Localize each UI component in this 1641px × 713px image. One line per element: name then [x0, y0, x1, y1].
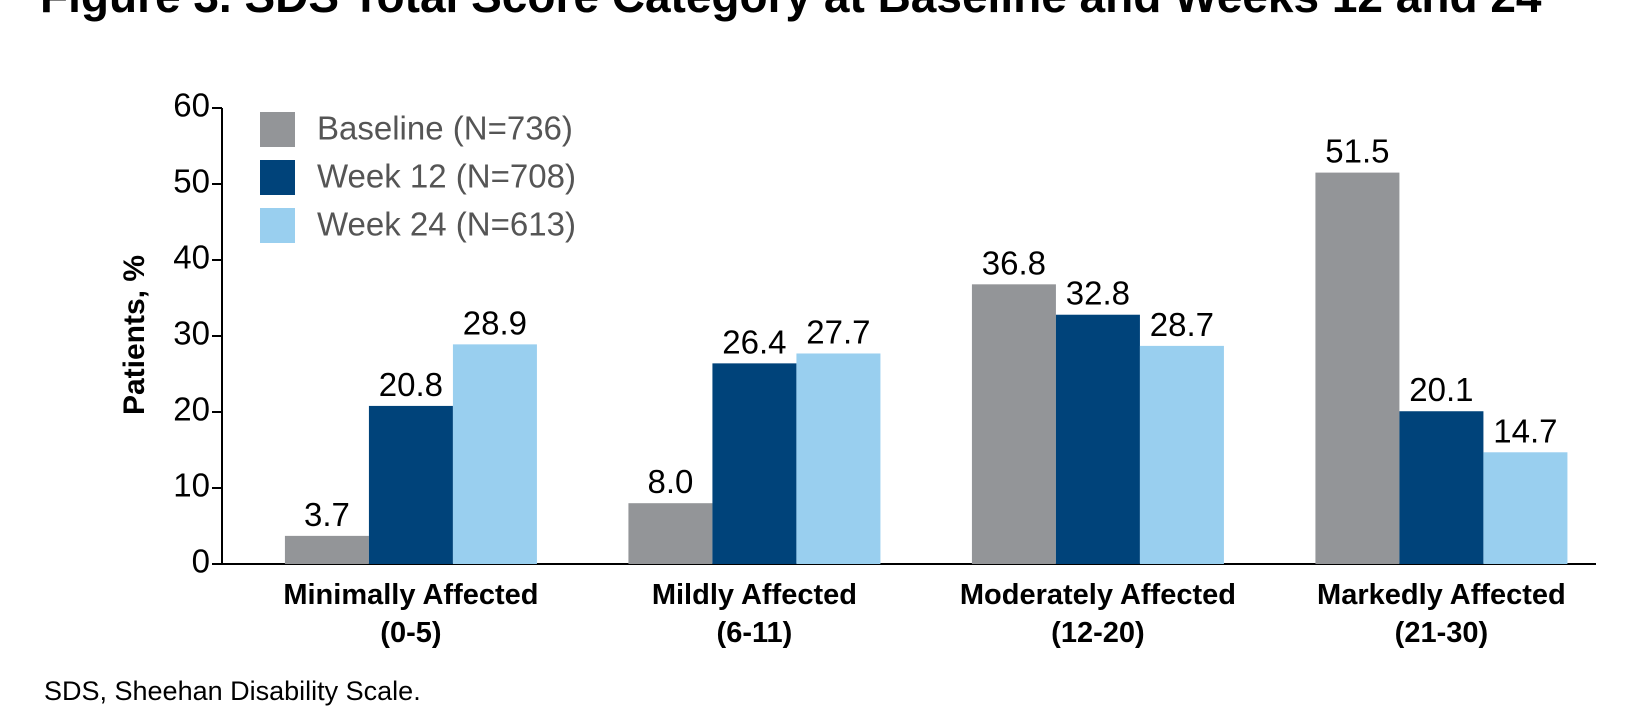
y-tick-label: 0	[192, 543, 210, 580]
bar	[284, 535, 369, 564]
x-tick-label: (0-5)	[380, 617, 441, 649]
data-label: 28.7	[1150, 306, 1214, 343]
data-label: 20.8	[379, 366, 443, 403]
bar	[1055, 314, 1140, 564]
y-tick-label: 10	[173, 467, 210, 504]
x-tick-label: Markedly Affected	[1317, 579, 1566, 611]
bar	[628, 503, 713, 564]
data-label: 27.7	[806, 313, 870, 350]
x-tick-label: (12-20)	[1051, 617, 1145, 649]
y-tick-label: 30	[173, 315, 210, 352]
bar	[971, 284, 1056, 564]
data-label: 26.4	[722, 323, 786, 360]
data-label: 8.0	[647, 463, 693, 500]
bar	[1483, 452, 1568, 564]
legend-label: Week 12 (N=708)	[317, 158, 576, 195]
data-label: 32.8	[1066, 275, 1130, 312]
y-tick-label: 40	[173, 239, 210, 276]
x-tick-label: Minimally Affected	[283, 579, 538, 611]
y-tick-label: 50	[173, 163, 210, 200]
footnote: SDS, Sheehan Disability Scale.	[44, 676, 421, 706]
x-tick-label: Moderately Affected	[960, 579, 1236, 611]
chart-title: Figure 3. SDS Total Score Category at Ba…	[40, 0, 1542, 22]
data-label: 36.8	[982, 244, 1046, 281]
legend-swatch	[260, 208, 295, 243]
y-tick-label: 60	[173, 87, 210, 124]
bar	[1399, 411, 1484, 564]
x-tick-label: (6-11)	[717, 617, 793, 649]
data-label: 51.5	[1325, 133, 1389, 170]
legend-label: Baseline (N=736)	[317, 110, 573, 147]
bar	[712, 363, 797, 564]
bar	[452, 344, 537, 564]
data-label: 20.1	[1409, 371, 1473, 408]
legend-label: Week 24 (N=613)	[317, 206, 576, 243]
legend-swatch	[260, 112, 295, 147]
data-label: 14.7	[1493, 412, 1557, 449]
legend-swatch	[260, 160, 295, 195]
x-tick-label: (21-30)	[1395, 617, 1489, 649]
bar	[1315, 172, 1400, 564]
bar	[1139, 345, 1224, 564]
bar	[368, 405, 453, 564]
data-label: 28.9	[463, 304, 527, 341]
y-tick-label: 20	[173, 391, 210, 428]
bar	[796, 353, 881, 564]
x-tick-label: Mildly Affected	[652, 579, 857, 611]
y-axis-label: Patients, %	[118, 255, 151, 415]
data-label: 3.7	[304, 496, 350, 533]
